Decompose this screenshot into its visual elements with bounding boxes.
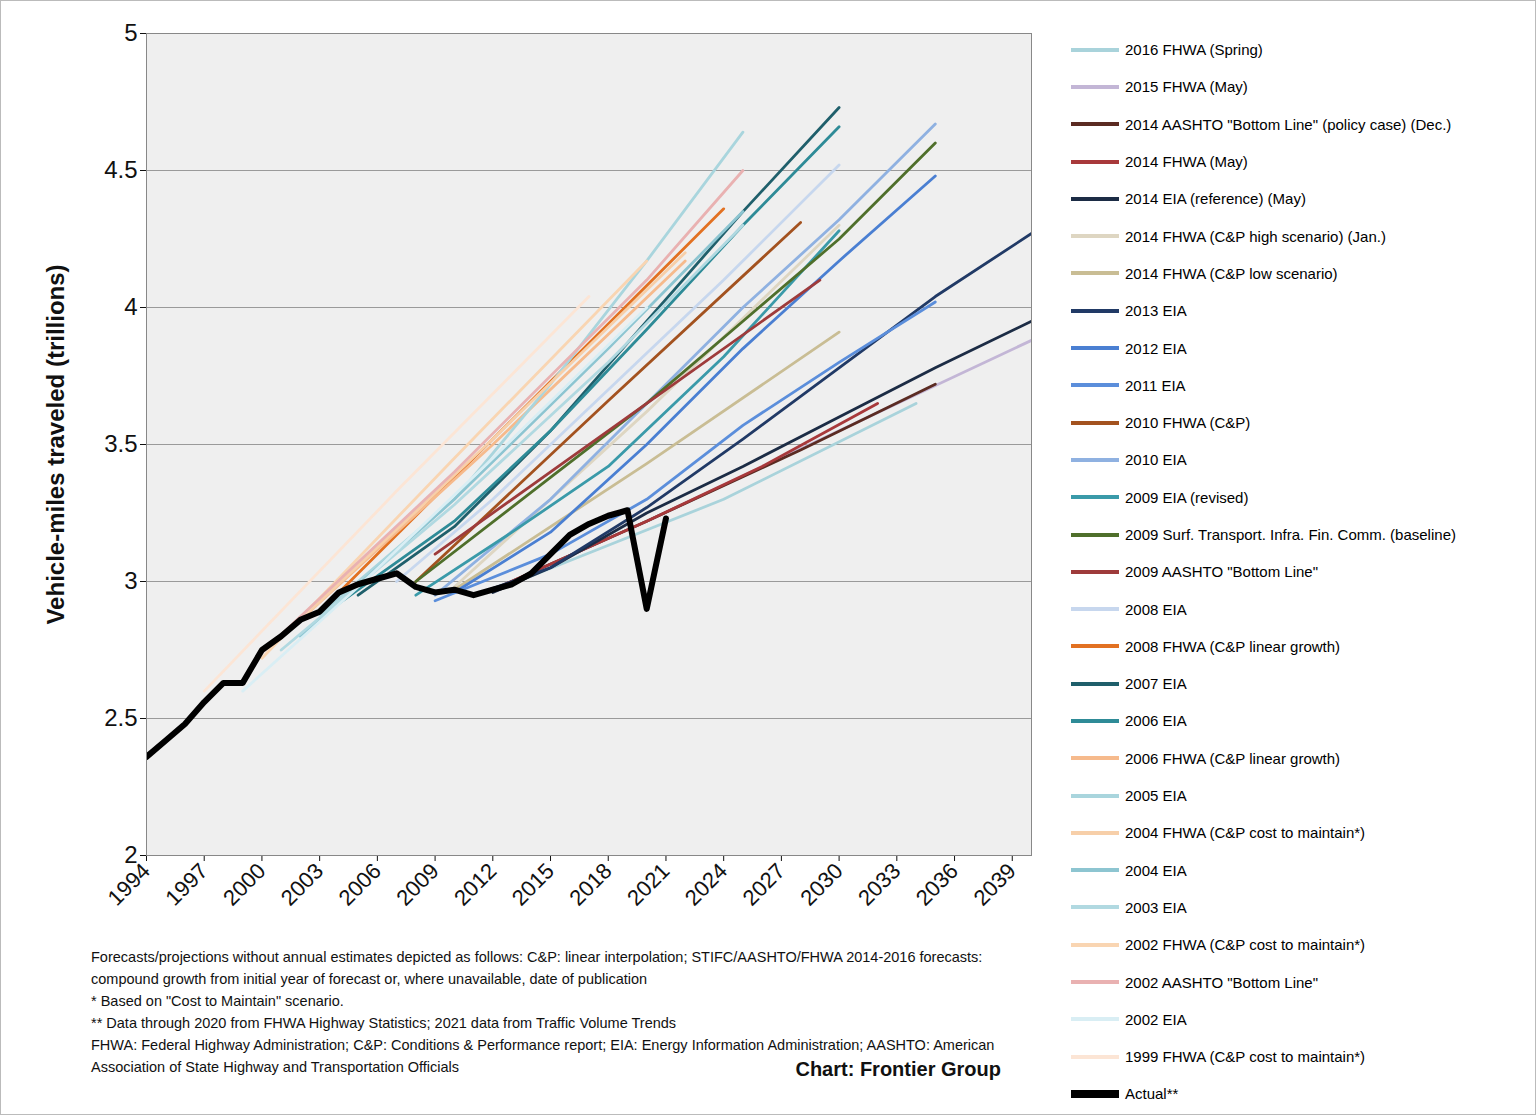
svg-text:3: 3 <box>124 567 137 594</box>
html-text:2004 FHWA (C&P cost to maintai: 2004 FHWA (C&P cost to maintain*) <box>1125 824 1366 842</box>
html-text:2014 FHWA (C&P high scenario): 2014 FHWA (C&P high scenario) (Jan.) <box>1125 227 1386 245</box>
html-text:Actual**: Actual** <box>1125 1085 1179 1103</box>
html-text:2002 EIA: 2002 EIA <box>1125 1010 1187 1028</box>
html-text:2004 EIA: 2004 EIA <box>1125 861 1187 879</box>
svg-text:2000: 2000 <box>218 858 270 910</box>
html-text:2014 FHWA (May): 2014 FHWA (May) <box>1125 153 1248 170</box>
html-text:* Based on "Cost to Maintain": * Based on "Cost to Maintain" scenario. <box>91 993 344 1009</box>
svg-text:2036: 2036 <box>911 858 963 910</box>
html-text:2014 FHWA (C&P low scenario): 2014 FHWA (C&P low scenario) <box>1125 264 1338 282</box>
html-text:2009 Surf. Transport. Infra. F: 2009 Surf. Transport. Infra. Fin. Comm. … <box>1125 526 1456 543</box>
svg-text:1994: 1994 <box>102 858 155 911</box>
svg-text:3.5: 3.5 <box>104 430 137 457</box>
svg-text:2006: 2006 <box>334 858 386 910</box>
svg-text:5: 5 <box>124 19 137 46</box>
svg-text:2012: 2012 <box>449 858 501 910</box>
html-text:2008 EIA: 2008 EIA <box>1125 600 1187 618</box>
svg-text:2003: 2003 <box>276 858 328 910</box>
svg-text:2021: 2021 <box>622 858 674 910</box>
html-text:2013 EIA: 2013 EIA <box>1125 302 1187 320</box>
html-text:2006 FHWA (C&P linear growth): 2006 FHWA (C&P linear growth) <box>1125 749 1341 767</box>
html-text:2014 EIA (reference) (May): 2014 EIA (reference) (May) <box>1125 190 1306 208</box>
svg-text:2027: 2027 <box>738 858 790 910</box>
html-text:2016 FHWA (Spring): 2016 FHWA (Spring) <box>1125 41 1263 59</box>
svg-text:2.5: 2.5 <box>104 704 137 731</box>
svg-text:2009: 2009 <box>391 858 443 910</box>
html-text:2006 EIA: 2006 EIA <box>1125 712 1187 730</box>
html-text:** Data through 2020 from FHWA: ** Data through 2020 from FHWA Highway S… <box>91 1015 677 1031</box>
html-text:2014 AASHTO "Bottom Line" (pol: 2014 AASHTO "Bottom Line" (policy case) … <box>1125 115 1452 133</box>
html-text:2003 EIA: 2003 EIA <box>1125 899 1187 916</box>
html-text:1999 FHWA (C&P cost to maintai: 1999 FHWA (C&P cost to maintain*) <box>1125 1048 1366 1066</box>
html-text:FHWA: Federal Highway Administ: FHWA: Federal Highway Administration; C&… <box>91 1037 995 1075</box>
svg-text:1997: 1997 <box>160 858 212 910</box>
html-text:Forecasts/projections without: Forecasts/projections without annual est… <box>91 949 983 987</box>
svg-text:2033: 2033 <box>853 858 905 910</box>
svg-text:2039: 2039 <box>968 858 1020 910</box>
html-text:2010 FHWA (C&P): 2010 FHWA (C&P) <box>1125 414 1251 432</box>
svg-text:4.5: 4.5 <box>104 156 137 183</box>
svg-text:2030: 2030 <box>795 858 847 910</box>
html-text:2008 FHWA (C&P linear growth): 2008 FHWA (C&P linear growth) <box>1125 637 1341 655</box>
html-text:2011 EIA: 2011 EIA <box>1125 376 1186 394</box>
html-text:2009 EIA (revised): 2009 EIA (revised) <box>1125 488 1249 506</box>
svg-text:Vehicle-miles traveled (trilli: Vehicle-miles traveled (trillions) <box>42 264 69 624</box>
html-text:2015 FHWA (May): 2015 FHWA (May) <box>1125 78 1248 96</box>
svg-text:2024: 2024 <box>680 858 732 910</box>
html-text:2009 AASHTO "Bottom Line": 2009 AASHTO "Bottom Line" <box>1125 563 1318 581</box>
svg-text:2015: 2015 <box>507 858 559 910</box>
html-text:2007 EIA: 2007 EIA <box>1125 675 1187 693</box>
html-text:2012 EIA: 2012 EIA <box>1125 339 1187 357</box>
html-text:2010 EIA: 2010 EIA <box>1125 451 1187 469</box>
svg-text:2: 2 <box>124 841 137 868</box>
svg-text:2018: 2018 <box>564 858 616 910</box>
svg-text:4: 4 <box>124 293 137 320</box>
html-text:2002 AASHTO "Bottom Line": 2002 AASHTO "Bottom Line" <box>1125 973 1318 991</box>
html-text:Chart: Frontier Group: Chart: Frontier Group <box>795 1058 1001 1080</box>
html-text:2005 EIA: 2005 EIA <box>1125 787 1187 805</box>
html-text:2002 FHWA (C&P cost to maintai: 2002 FHWA (C&P cost to maintain*) <box>1125 936 1366 954</box>
